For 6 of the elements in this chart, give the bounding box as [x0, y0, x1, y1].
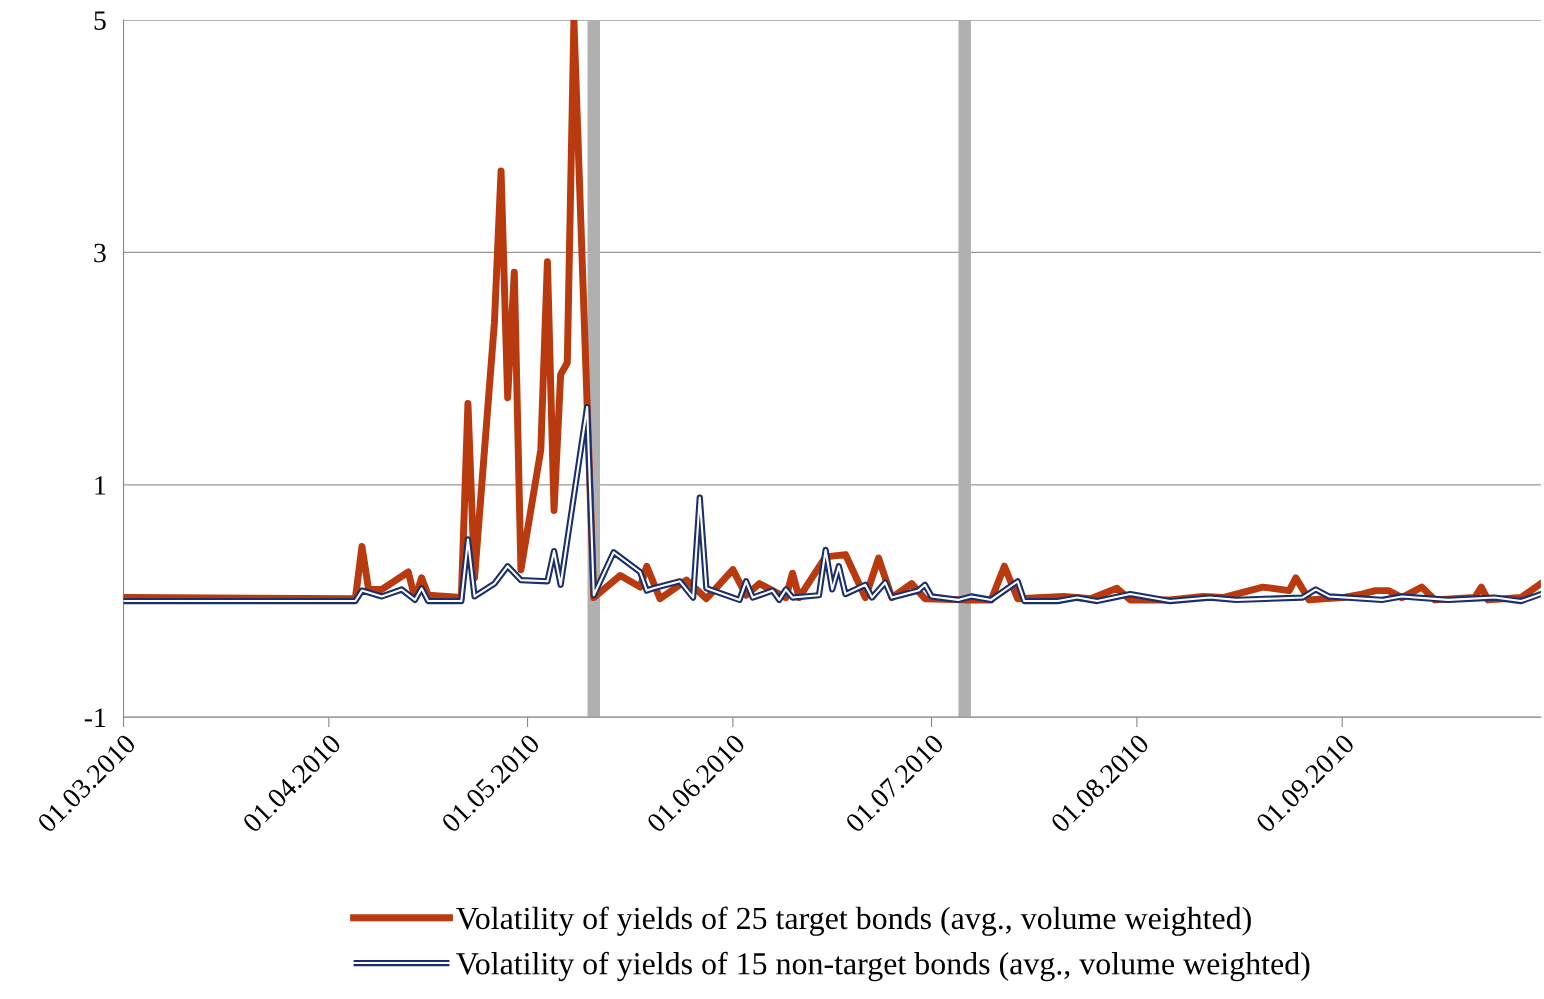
- legend-label: Volatility of yields of 15 non-target bonds (avg., volume weighted): [456, 951, 1310, 982]
- y-tick-label: 1: [95, 476, 106, 495]
- y-tick-label: 5: [94, 11, 106, 30]
- legend-label: Volatility of yields of 25 target bonds (avg., volume weighted): [456, 906, 1251, 936]
- y-tick-label: 3: [94, 243, 106, 263]
- y-tick-label: -1: [84, 708, 106, 727]
